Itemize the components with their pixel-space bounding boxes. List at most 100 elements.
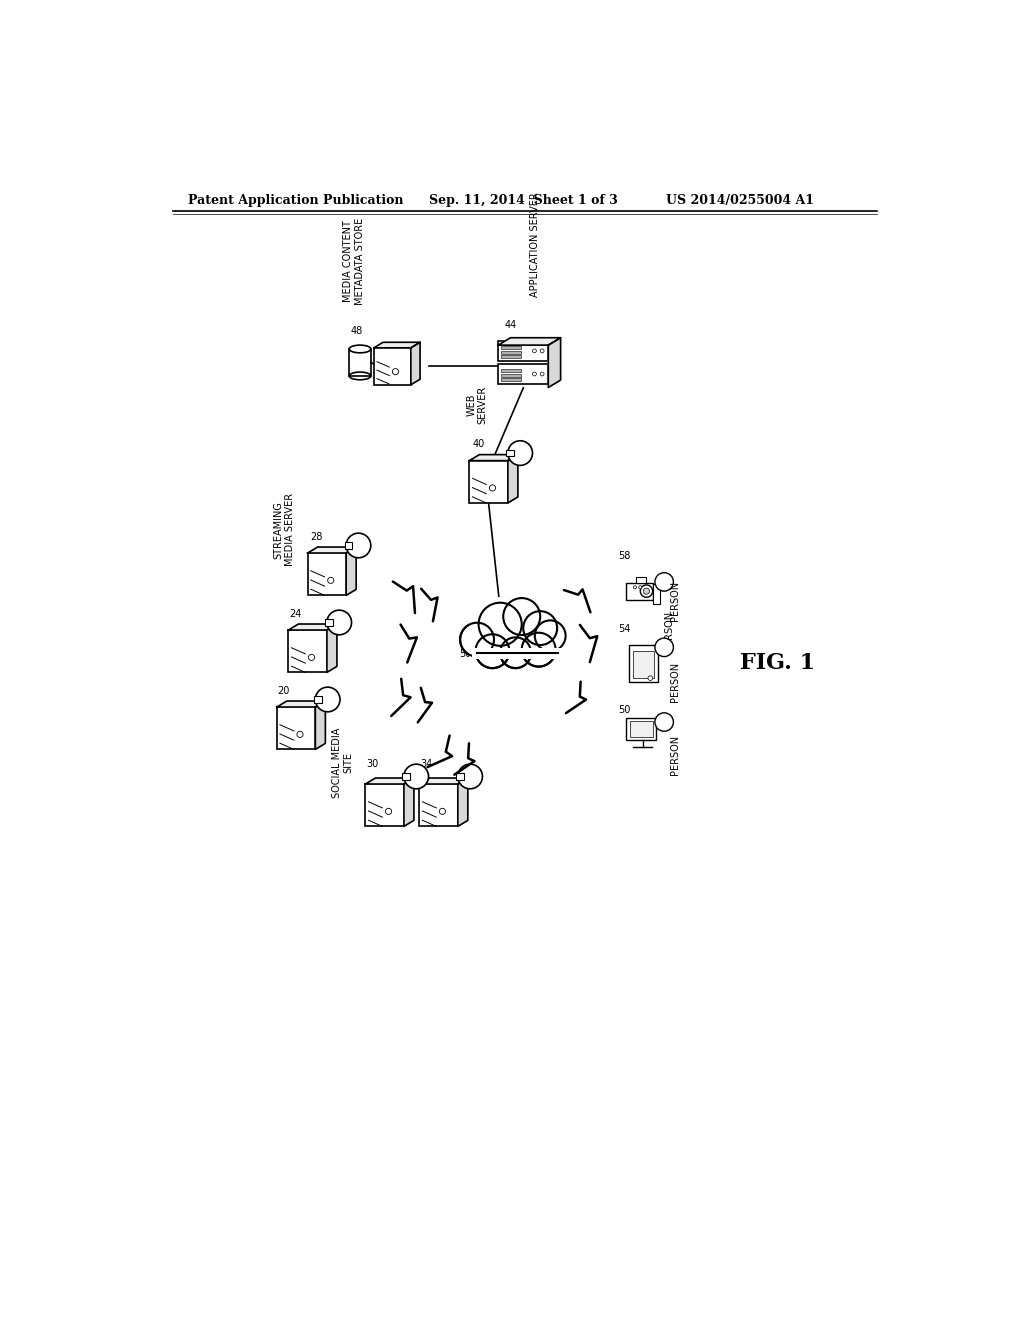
Circle shape [439, 808, 445, 814]
Circle shape [297, 731, 303, 738]
Circle shape [315, 688, 340, 711]
Ellipse shape [349, 345, 371, 352]
Polygon shape [411, 342, 420, 385]
Polygon shape [458, 777, 468, 826]
Text: 28: 28 [310, 532, 323, 541]
Circle shape [385, 808, 391, 814]
Bar [307, 553, 346, 595]
Bar [499, 342, 548, 360]
Circle shape [655, 713, 674, 731]
Text: 34: 34 [420, 759, 432, 770]
Circle shape [508, 441, 532, 466]
Bar [366, 784, 403, 826]
Circle shape [655, 573, 674, 591]
Text: FIG. 1: FIG. 1 [739, 652, 815, 673]
Text: PERSON: PERSON [670, 735, 680, 775]
Text: Patent Application Publication: Patent Application Publication [188, 194, 403, 207]
Bar [633, 651, 654, 678]
Polygon shape [548, 338, 560, 388]
Circle shape [489, 484, 496, 491]
Circle shape [535, 620, 565, 651]
Bar [637, 577, 646, 582]
Polygon shape [366, 777, 414, 784]
Circle shape [308, 655, 314, 660]
Circle shape [532, 348, 537, 352]
Circle shape [460, 623, 494, 656]
Bar [652, 585, 660, 605]
Bar [502, 346, 521, 348]
Text: 50: 50 [618, 705, 631, 715]
Text: APPLICATION SERVER: APPLICATION SERVER [529, 193, 540, 297]
Bar [374, 348, 411, 385]
Polygon shape [403, 777, 414, 826]
Text: 50: 50 [460, 649, 472, 659]
Circle shape [458, 764, 482, 789]
Circle shape [639, 586, 642, 589]
Bar [506, 450, 514, 457]
Circle shape [523, 611, 557, 645]
Text: 24: 24 [289, 609, 301, 619]
Polygon shape [469, 454, 518, 461]
Circle shape [327, 610, 351, 635]
Circle shape [392, 368, 398, 375]
Bar [289, 630, 327, 672]
Polygon shape [508, 454, 518, 503]
Text: STREAMING
MEDIA SERVER: STREAMING MEDIA SERVER [273, 494, 295, 566]
Circle shape [640, 585, 652, 597]
Bar [419, 784, 458, 826]
Polygon shape [307, 546, 356, 553]
Bar [502, 351, 521, 354]
Bar [313, 697, 322, 702]
Bar [457, 774, 464, 780]
Polygon shape [374, 342, 420, 348]
Text: 54: 54 [618, 624, 631, 634]
Circle shape [328, 577, 334, 583]
Bar [349, 348, 371, 376]
Polygon shape [327, 624, 337, 672]
Circle shape [503, 598, 541, 635]
Text: SOCIAL MEDIA
SITE: SOCIAL MEDIA SITE [332, 727, 353, 797]
Bar [502, 374, 521, 376]
Circle shape [478, 603, 521, 645]
Text: 58: 58 [618, 552, 631, 561]
Polygon shape [315, 701, 326, 750]
Text: Sep. 11, 2014  Sheet 1 of 3: Sep. 11, 2014 Sheet 1 of 3 [429, 194, 618, 207]
Bar [626, 582, 652, 599]
Bar [626, 718, 656, 739]
Text: 20: 20 [278, 686, 290, 696]
Circle shape [541, 348, 544, 352]
Circle shape [475, 635, 509, 668]
Bar [469, 461, 508, 503]
Polygon shape [469, 598, 569, 659]
Text: 48: 48 [351, 326, 364, 337]
Text: 40: 40 [472, 440, 484, 449]
Bar [499, 364, 548, 384]
Circle shape [648, 676, 652, 681]
Text: PERSON: PERSON [665, 610, 674, 651]
Text: US 2014/0255004 A1: US 2014/0255004 A1 [666, 194, 814, 207]
Text: 44: 44 [505, 321, 517, 330]
Circle shape [346, 533, 371, 558]
Circle shape [541, 372, 544, 376]
Polygon shape [276, 701, 326, 708]
Polygon shape [346, 546, 356, 595]
Bar [502, 370, 521, 372]
Bar [630, 721, 652, 737]
Bar [345, 543, 352, 549]
Text: WEB
SERVER: WEB SERVER [466, 385, 487, 424]
Polygon shape [419, 777, 468, 784]
Bar [502, 379, 521, 381]
Circle shape [634, 586, 637, 589]
Bar [629, 645, 658, 682]
Text: PERSON: PERSON [670, 581, 680, 622]
Circle shape [532, 372, 537, 376]
Polygon shape [499, 338, 560, 345]
Circle shape [500, 638, 531, 668]
Bar [276, 708, 315, 750]
Circle shape [655, 638, 674, 656]
Bar [402, 774, 410, 780]
Circle shape [643, 589, 649, 594]
Text: MEDIA CONTENT
METADATA STORE: MEDIA CONTENT METADATA STORE [343, 218, 365, 305]
Bar [502, 355, 521, 358]
Circle shape [521, 632, 556, 667]
